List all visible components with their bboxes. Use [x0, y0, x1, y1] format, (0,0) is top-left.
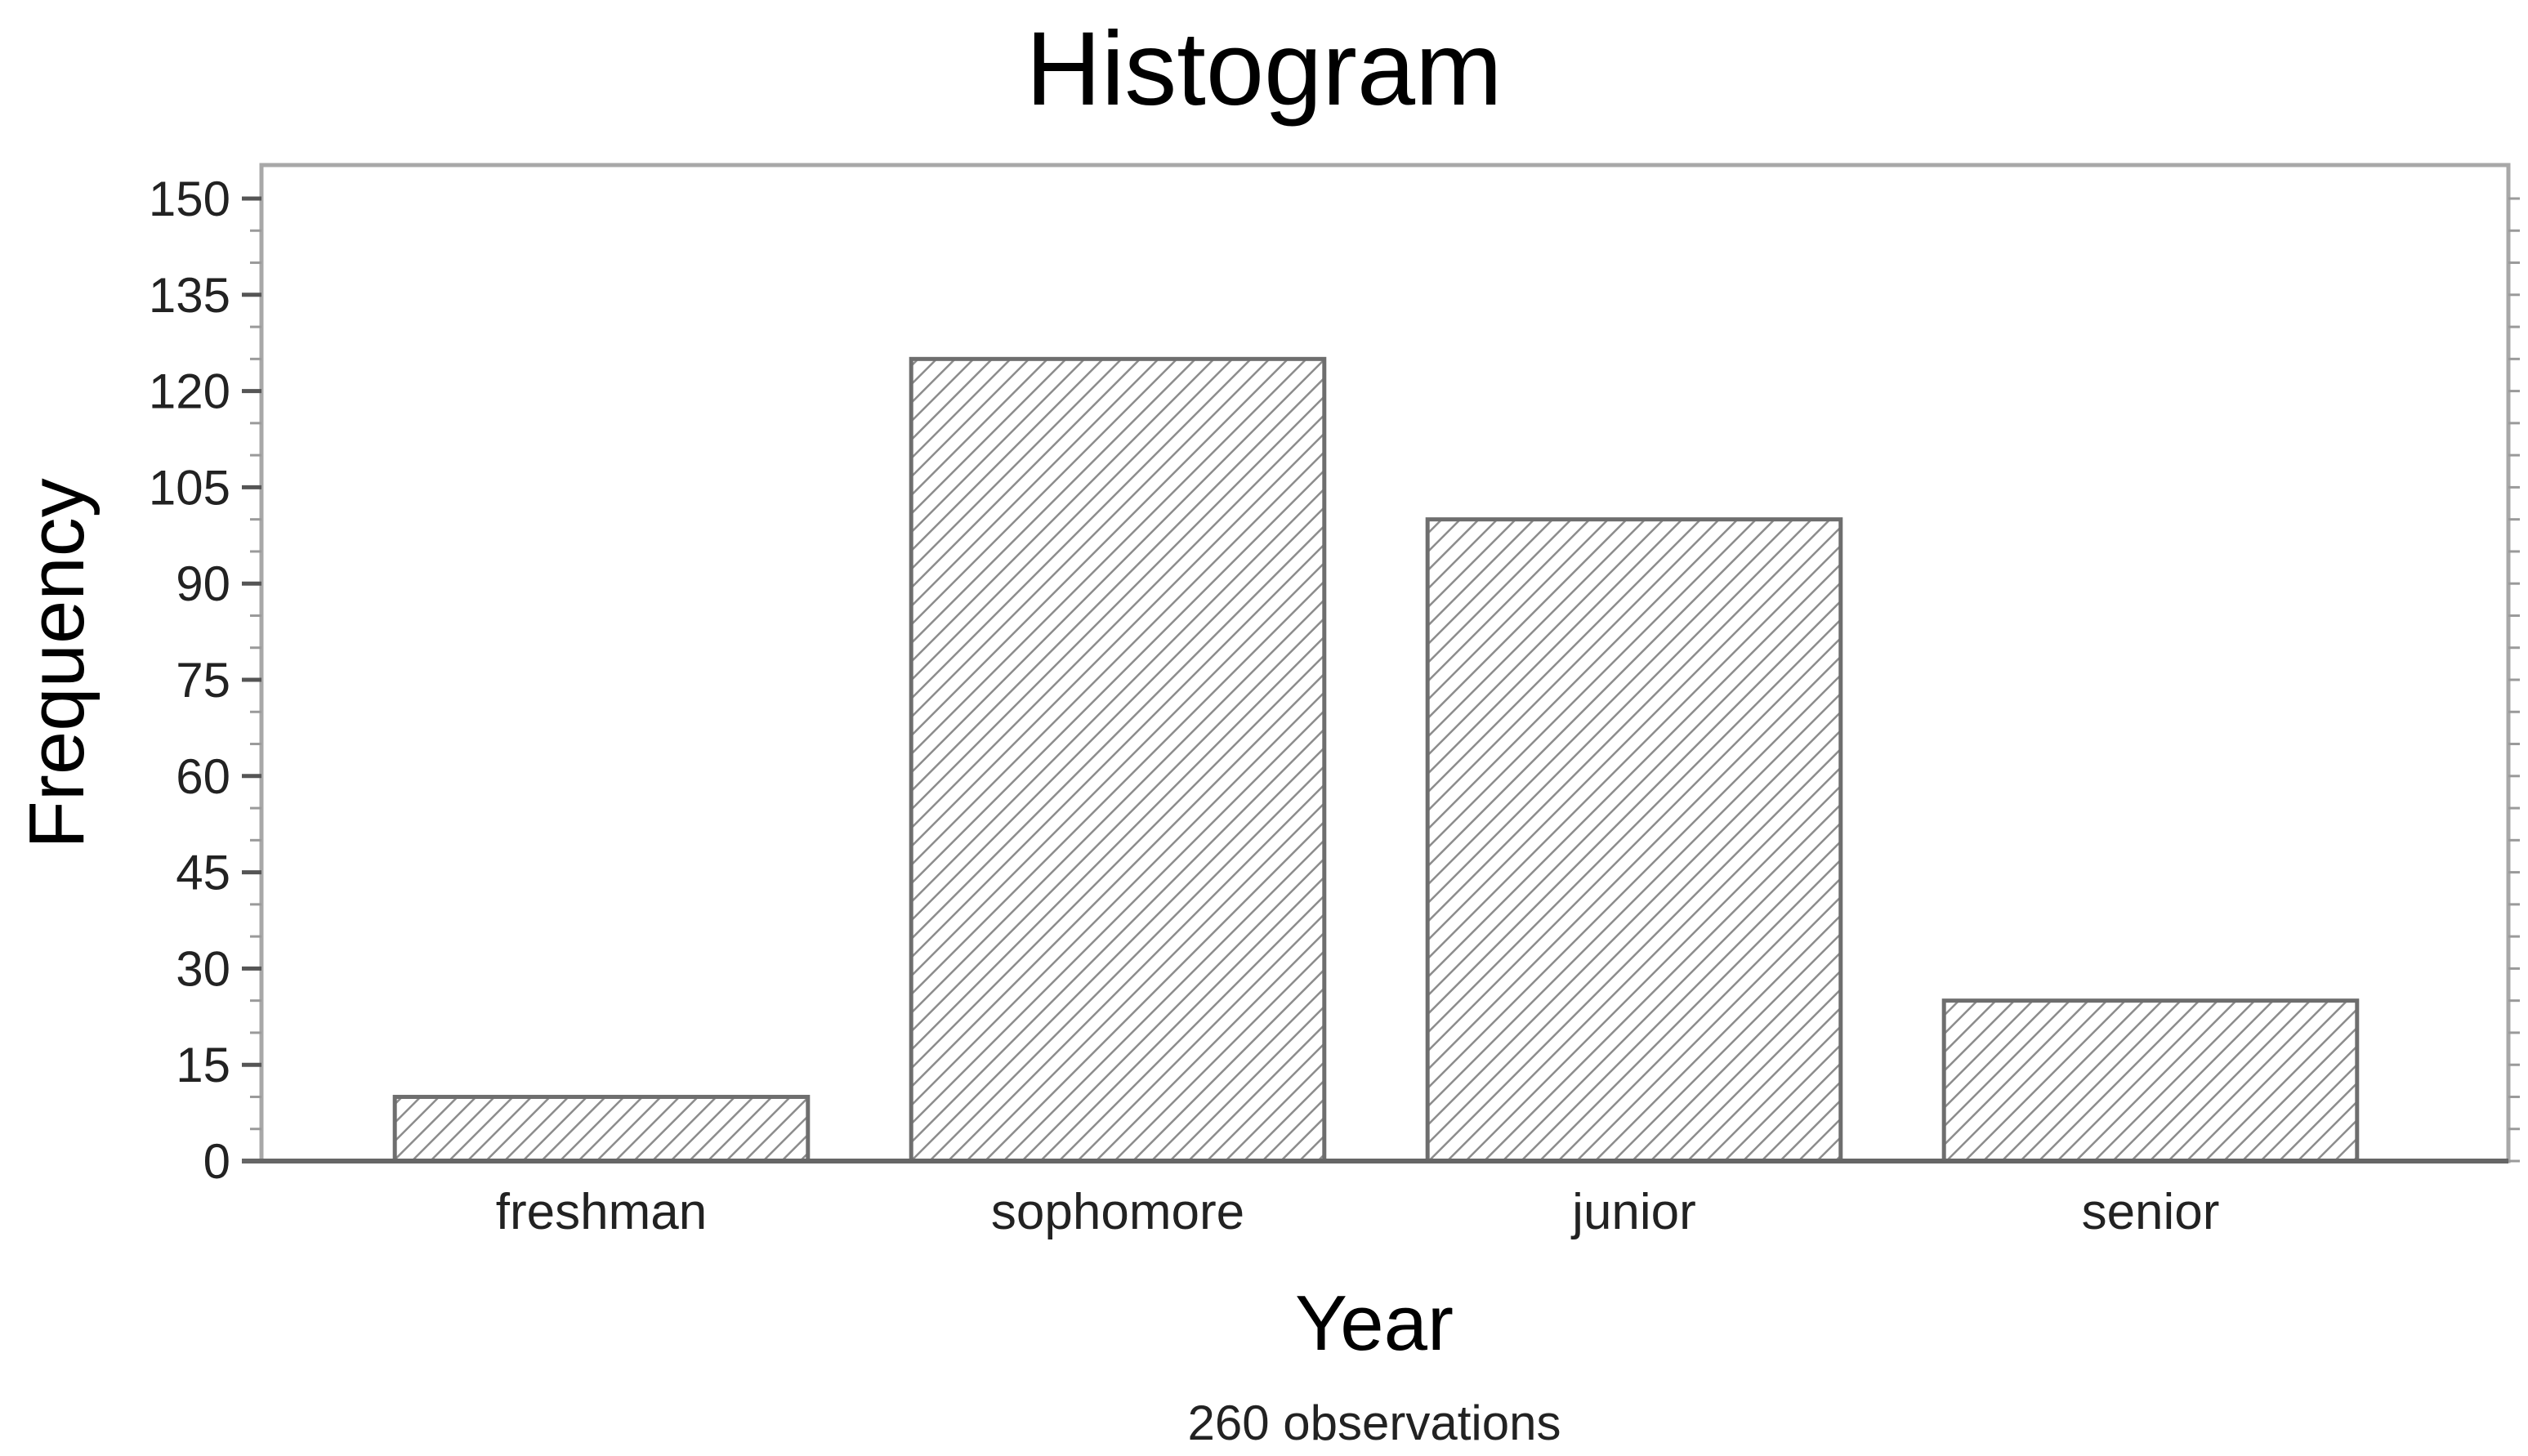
- x-axis-title: Year: [1295, 1280, 1454, 1367]
- y-axis-title: Frequency: [13, 478, 100, 849]
- bars: [392, 356, 2360, 1163]
- x-category-label: junior: [1570, 1184, 1696, 1240]
- y-tick-label: 15: [176, 1038, 230, 1092]
- y-axis-ticks: 0 15 30 45 60 75 90 105 120 135 150: [149, 172, 261, 1189]
- x-axis-labels: freshman sophomore junior senior: [496, 1184, 2220, 1240]
- x-category-label: sophomore: [991, 1184, 1244, 1240]
- y-tick-label: 75: [176, 653, 230, 708]
- x-category-label: freshman: [496, 1184, 707, 1240]
- bar-sophomore: [909, 356, 1327, 1163]
- observations-note: 260 observations: [1188, 1396, 1561, 1450]
- chart-title: Histogram: [1025, 11, 1502, 127]
- bar-senior: [1941, 998, 2360, 1163]
- bar-freshman: [392, 1094, 811, 1163]
- y-tick-label: 60: [176, 749, 230, 804]
- y-tick-label: 30: [176, 941, 230, 996]
- bar-junior: [1425, 517, 1843, 1163]
- y-tick-label: 90: [176, 556, 230, 611]
- y-tick-label: 105: [149, 460, 230, 515]
- y-tick-label: 45: [176, 846, 230, 900]
- y-tick-label: 135: [149, 268, 230, 323]
- x-category-label: senior: [2082, 1184, 2220, 1240]
- y-tick-label: 0: [203, 1134, 230, 1189]
- y-tick-label: 120: [149, 364, 230, 419]
- y-tick-label: 150: [149, 172, 230, 226]
